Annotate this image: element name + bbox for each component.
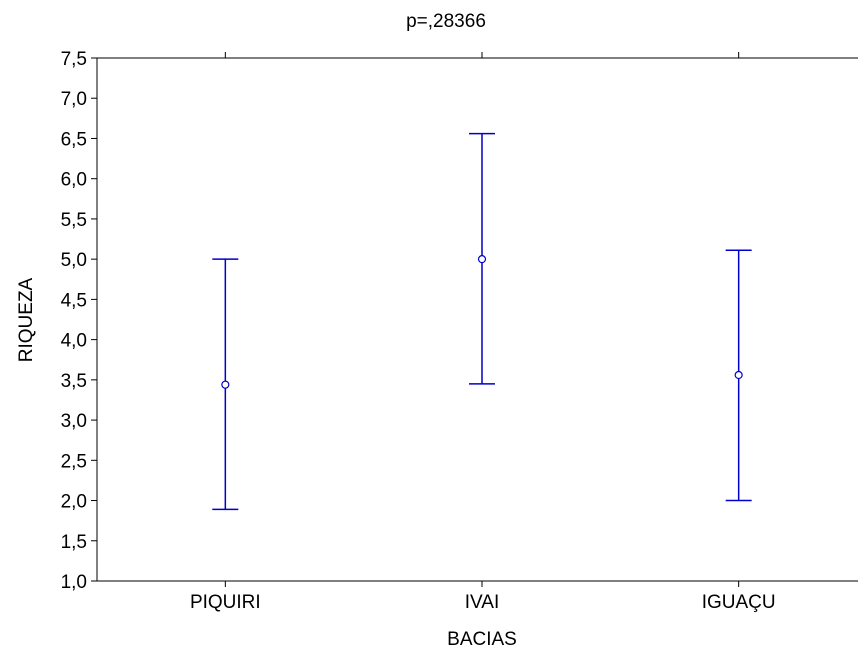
mean-point: [477, 255, 487, 264]
y-tick-label: 3,5: [61, 371, 87, 392]
y-tick-label: 5,5: [61, 210, 87, 231]
y-tick-label: 5,0: [61, 250, 87, 271]
y-tick-label: 7,5: [61, 49, 87, 70]
mean-point: [734, 370, 743, 380]
y-tick-label: 2,5: [61, 451, 87, 472]
y-axis-label: RIQUEZA: [16, 277, 37, 362]
mean-point: [221, 380, 230, 389]
y-tick-label: 3,0: [61, 411, 87, 432]
y-tick-label: 6,5: [61, 129, 87, 150]
tick-layer: 1,0 1,5 2,0 2,5 3,0 3,5 4,0 4,5 5,0 5,5 6,0 6,5 7,0 7…: [61, 49, 776, 613]
y-tick-label: 7,0: [61, 89, 87, 110]
x-tick-label: PIQUIRI: [190, 592, 261, 613]
chart-title: p=,28366: [406, 11, 486, 32]
y-tick-label: 4,5: [61, 290, 87, 311]
x-axis-label: BACIAS: [447, 629, 517, 650]
y-tick-label: 6,0: [61, 170, 87, 191]
y-tick-label: 1,5: [61, 532, 87, 553]
y-tick-label: 1,0: [61, 572, 87, 593]
plot-frame: [96, 57, 858, 582]
marks-layer: [212, 132, 752, 511]
x-tick-label: IVAI: [465, 592, 500, 613]
x-tick-label: IGUAÇU: [702, 592, 776, 613]
y-tick-label: 4,0: [61, 331, 87, 352]
y-tick-label: 2,0: [61, 492, 87, 513]
